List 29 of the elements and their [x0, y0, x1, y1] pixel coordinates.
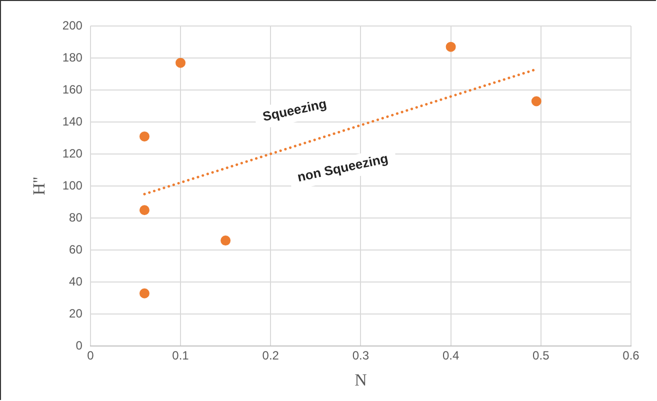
x-tick-label: 0.3 — [352, 348, 370, 363]
x-tick-label: 0.2 — [262, 348, 280, 363]
x-axis-title: N — [354, 370, 367, 390]
y-tick-label: 200 — [62, 18, 83, 32]
annotation: non Squeezing — [296, 150, 390, 185]
x-tick-label: 0.6 — [622, 348, 640, 363]
point — [139, 131, 150, 142]
y-tick-label: 140 — [62, 114, 83, 128]
x-tick-label: 0 — [87, 348, 94, 363]
y-tick-label: 0 — [76, 338, 83, 353]
y-tick-label: 60 — [69, 242, 83, 256]
point — [139, 288, 150, 298]
y-tick-label: 40 — [69, 274, 83, 288]
y-axis-title: H'' — [30, 176, 49, 196]
point — [446, 42, 456, 52]
y-tick-label: 120 — [62, 146, 83, 160]
point — [531, 96, 542, 106]
point — [139, 205, 150, 216]
x-tick-label: 0.1 — [172, 348, 190, 363]
y-tick-label: 100 — [62, 178, 83, 192]
y-tick-label: 160 — [62, 82, 83, 96]
annotation: Squeezing — [261, 96, 328, 124]
y-tick-label: 180 — [62, 50, 83, 64]
point — [176, 58, 186, 68]
point — [220, 236, 231, 246]
y-tick-label: 80 — [69, 210, 83, 224]
x-tick-label: 0.4 — [442, 348, 460, 363]
y-tick-label: 20 — [69, 306, 83, 320]
x-tick-label: 0.5 — [532, 348, 550, 363]
